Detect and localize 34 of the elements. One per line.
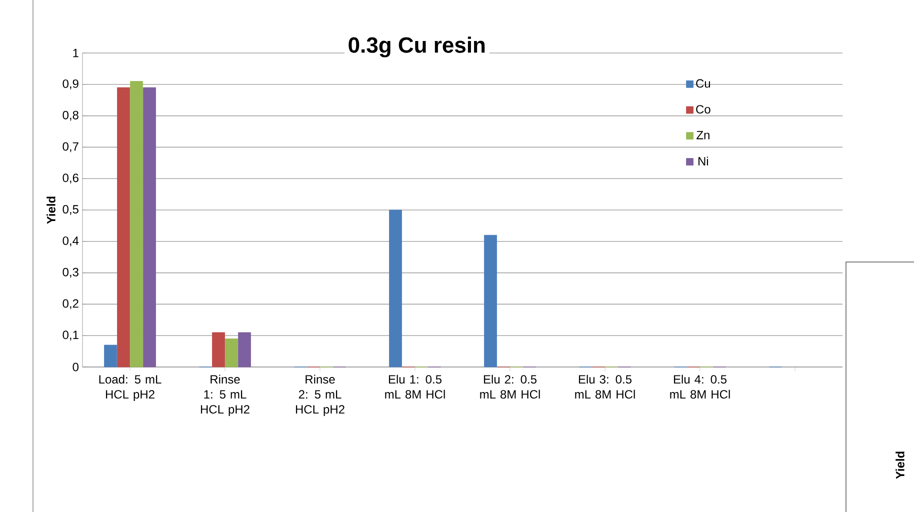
- legend-label: Cu: [696, 79, 710, 88]
- legend-label: Co: [696, 105, 710, 114]
- legend-label: Ni: [698, 156, 708, 166]
- x-tick-label: Rinse 1: 5 mL HCL pH2: [200, 374, 250, 416]
- bar: [130, 81, 143, 368]
- x-tick-label: Elu 3: 0.5 mL 8M HCl: [575, 374, 635, 399]
- bar: [117, 87, 130, 368]
- y-tick-label: 0,9: [62, 79, 78, 90]
- bar: [484, 234, 497, 368]
- x-tick-label: Elu 4: 0.5 mL 8M HCl: [670, 374, 730, 399]
- y-tick-label: 0: [72, 362, 79, 372]
- y-tick-label: 0,8: [62, 110, 78, 121]
- x-tick-label: Load: 5 mL HCL pH2: [99, 374, 162, 401]
- chart-title: 0.3g Cu resin: [348, 36, 485, 58]
- y-tick-label: 0,3: [62, 268, 78, 278]
- x-tick-label: Elu 2: 0.5 mL 8M HCl: [480, 374, 540, 399]
- y-tick-label: 0,1: [62, 330, 78, 341]
- bar: [212, 332, 225, 368]
- bar: [389, 210, 402, 368]
- y-axis-title: Yield: [46, 196, 56, 224]
- bar: [225, 338, 238, 368]
- y-tick-label: 0,7: [62, 142, 78, 152]
- y-tick-label: 0,6: [62, 174, 78, 184]
- bar: [104, 344, 117, 368]
- bar: [143, 87, 156, 368]
- legend-label: Zn: [696, 130, 710, 140]
- y-tick-label: 0,4: [62, 236, 79, 246]
- y-tick-label: 1: [73, 48, 78, 58]
- x-tick-label: Elu 1: 0.5 mL 8M HCl: [385, 374, 445, 399]
- text: Yield: [896, 452, 904, 479]
- bar: [238, 332, 251, 368]
- x-tick-label: Rinse 2: 5 mL HCL pH2: [296, 374, 344, 416]
- y-tick-label: 0,2: [62, 299, 78, 310]
- y-tick-label: 0,5: [62, 205, 78, 215]
